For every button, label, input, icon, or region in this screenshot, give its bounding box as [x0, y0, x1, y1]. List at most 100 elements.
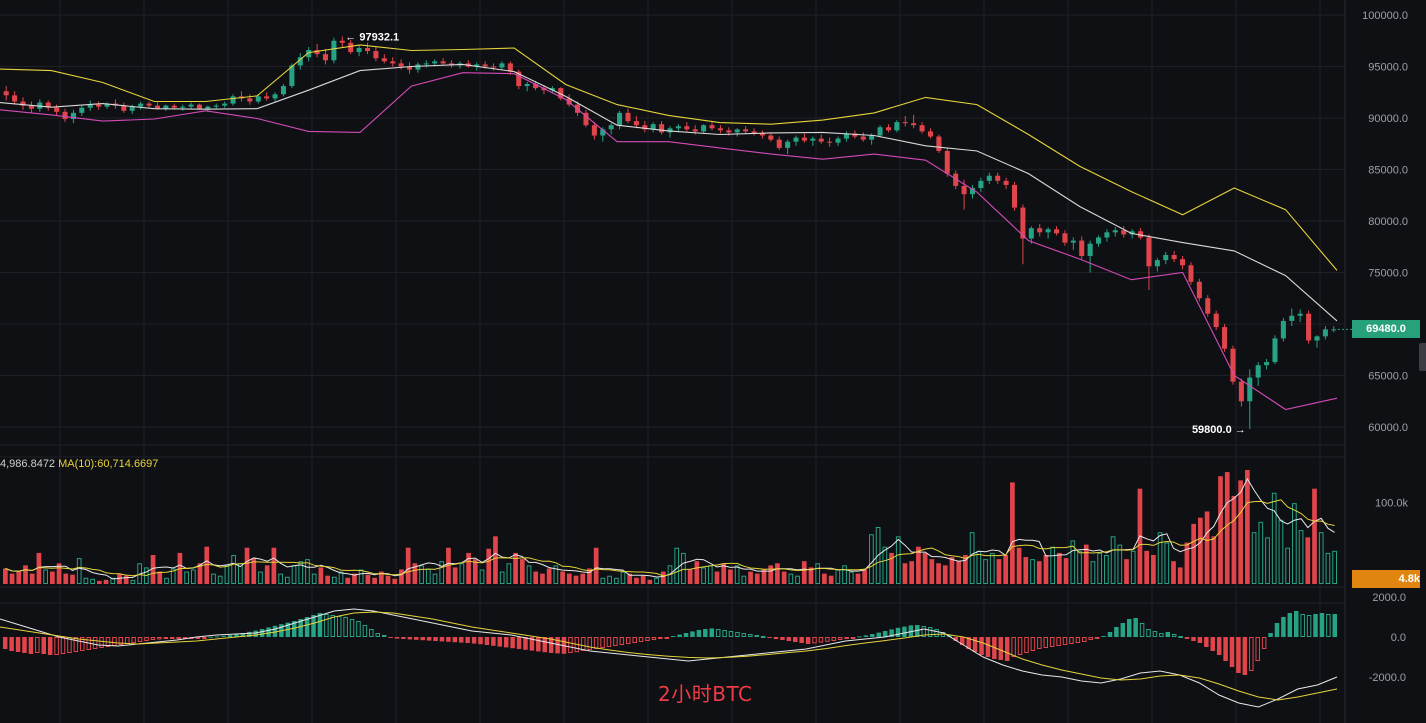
candle — [1096, 237, 1102, 244]
volume-bar — [1298, 530, 1304, 584]
macd-histogram-bar — [1037, 637, 1042, 649]
macd-histogram-bar — [876, 632, 881, 637]
macd-histogram-bar — [921, 626, 926, 637]
volume-bar — [895, 536, 901, 584]
macd-histogram-bar — [227, 635, 233, 637]
volume-bar — [1070, 540, 1076, 584]
volume-bar — [1023, 557, 1029, 584]
candle — [860, 136, 866, 140]
macd-histogram-bar — [1197, 637, 1203, 643]
annotations: ← 97932.1 59800.0 → — [345, 31, 1245, 436]
macd-histogram-bar — [1127, 619, 1132, 637]
volume-bar — [566, 573, 572, 584]
macd-histogram-bar — [979, 637, 984, 655]
volume-bar — [902, 563, 908, 584]
macd-histogram-bar — [1069, 637, 1074, 644]
price-tick-label: 95000.0 — [1368, 62, 1408, 74]
candle — [961, 185, 967, 195]
volume-bar — [399, 569, 404, 584]
volume-bar — [1285, 547, 1290, 585]
chart-watermark: 2小时BTC — [658, 682, 753, 706]
macd-histogram-bar — [137, 637, 143, 642]
candle — [978, 180, 984, 189]
price-tick-label: 90000.0 — [1368, 113, 1408, 125]
candle — [104, 103, 110, 107]
candle — [591, 125, 597, 136]
macd-histogram-bar — [889, 629, 894, 637]
candle — [121, 105, 127, 111]
candle — [289, 65, 295, 87]
macd-histogram-bar — [555, 637, 560, 654]
candle — [995, 175, 1001, 181]
volume-bar — [439, 561, 445, 585]
candle — [499, 63, 505, 68]
bollinger-upper-line — [0, 44, 1338, 271]
volume-bar — [761, 569, 767, 584]
macd-histogram-bar — [619, 637, 625, 645]
candle — [54, 107, 60, 112]
candle — [877, 127, 883, 136]
volume-bar — [1171, 561, 1176, 584]
volume-bar — [90, 578, 95, 584]
volume-bar — [452, 567, 458, 584]
macd-pane[interactable] — [0, 608, 1338, 708]
candle — [390, 61, 396, 64]
volume-bar — [258, 571, 263, 585]
macd-histogram-bar — [503, 637, 509, 648]
candle — [927, 131, 933, 137]
macd-histogram-bar — [805, 637, 811, 644]
macd-histogram-bar — [1281, 617, 1286, 637]
macd-histogram-bar — [613, 637, 618, 646]
volume-bar — [1251, 532, 1257, 585]
volume-bar — [1083, 544, 1089, 584]
candle — [583, 112, 589, 126]
volume-bar — [291, 565, 297, 585]
collapse-panel-handle[interactable] — [1419, 343, 1426, 371]
volume-bar — [795, 575, 800, 585]
macd-histogram-bar — [1024, 637, 1029, 653]
macd-histogram-bar — [536, 637, 541, 652]
volume-bar — [1271, 492, 1277, 584]
candle — [1247, 377, 1253, 402]
macd-histogram-bar — [157, 637, 162, 640]
macd-histogram-bar — [15, 637, 21, 652]
candle — [339, 40, 345, 43]
macd-histogram-bar — [1165, 632, 1171, 637]
price-pane[interactable] — [0, 36, 1352, 430]
volume-bar — [828, 575, 834, 584]
candle — [423, 63, 429, 65]
macd-histogram-bar — [478, 637, 483, 645]
grid-lines — [0, 0, 1346, 723]
macd-histogram-bar — [1204, 637, 1209, 647]
candle — [734, 129, 740, 133]
candle — [1205, 298, 1211, 314]
macd-tick-label: -2000.0 — [1369, 672, 1406, 684]
macd-histogram-bar — [1146, 629, 1151, 637]
volume-pane[interactable]: 4,986.8472 MA(10):60,714.6697 — [0, 458, 1337, 585]
bollinger-mid-line — [0, 63, 1338, 322]
macd-histogram-bar — [760, 636, 766, 638]
candle — [138, 103, 144, 107]
candle — [911, 123, 917, 126]
macd-histogram-bar — [651, 637, 657, 640]
macd-histogram-bar — [670, 636, 676, 637]
candle — [87, 104, 93, 108]
volume-bar — [546, 568, 552, 584]
candle — [1222, 327, 1228, 349]
volume-bar — [1325, 552, 1331, 585]
candle — [1070, 240, 1076, 243]
volume-bar — [392, 578, 398, 584]
candle — [1087, 243, 1093, 257]
macd-histogram-bar — [1223, 637, 1228, 661]
volume-bar — [1151, 554, 1156, 584]
macd-histogram-bar — [401, 637, 406, 639]
volume-bar — [170, 568, 176, 584]
candle — [1196, 281, 1202, 299]
macd-histogram-bar — [407, 637, 413, 640]
candle — [810, 138, 816, 141]
volume-bar — [311, 573, 317, 584]
macd-histogram-bar — [1094, 637, 1100, 639]
volume-bar — [613, 577, 619, 584]
